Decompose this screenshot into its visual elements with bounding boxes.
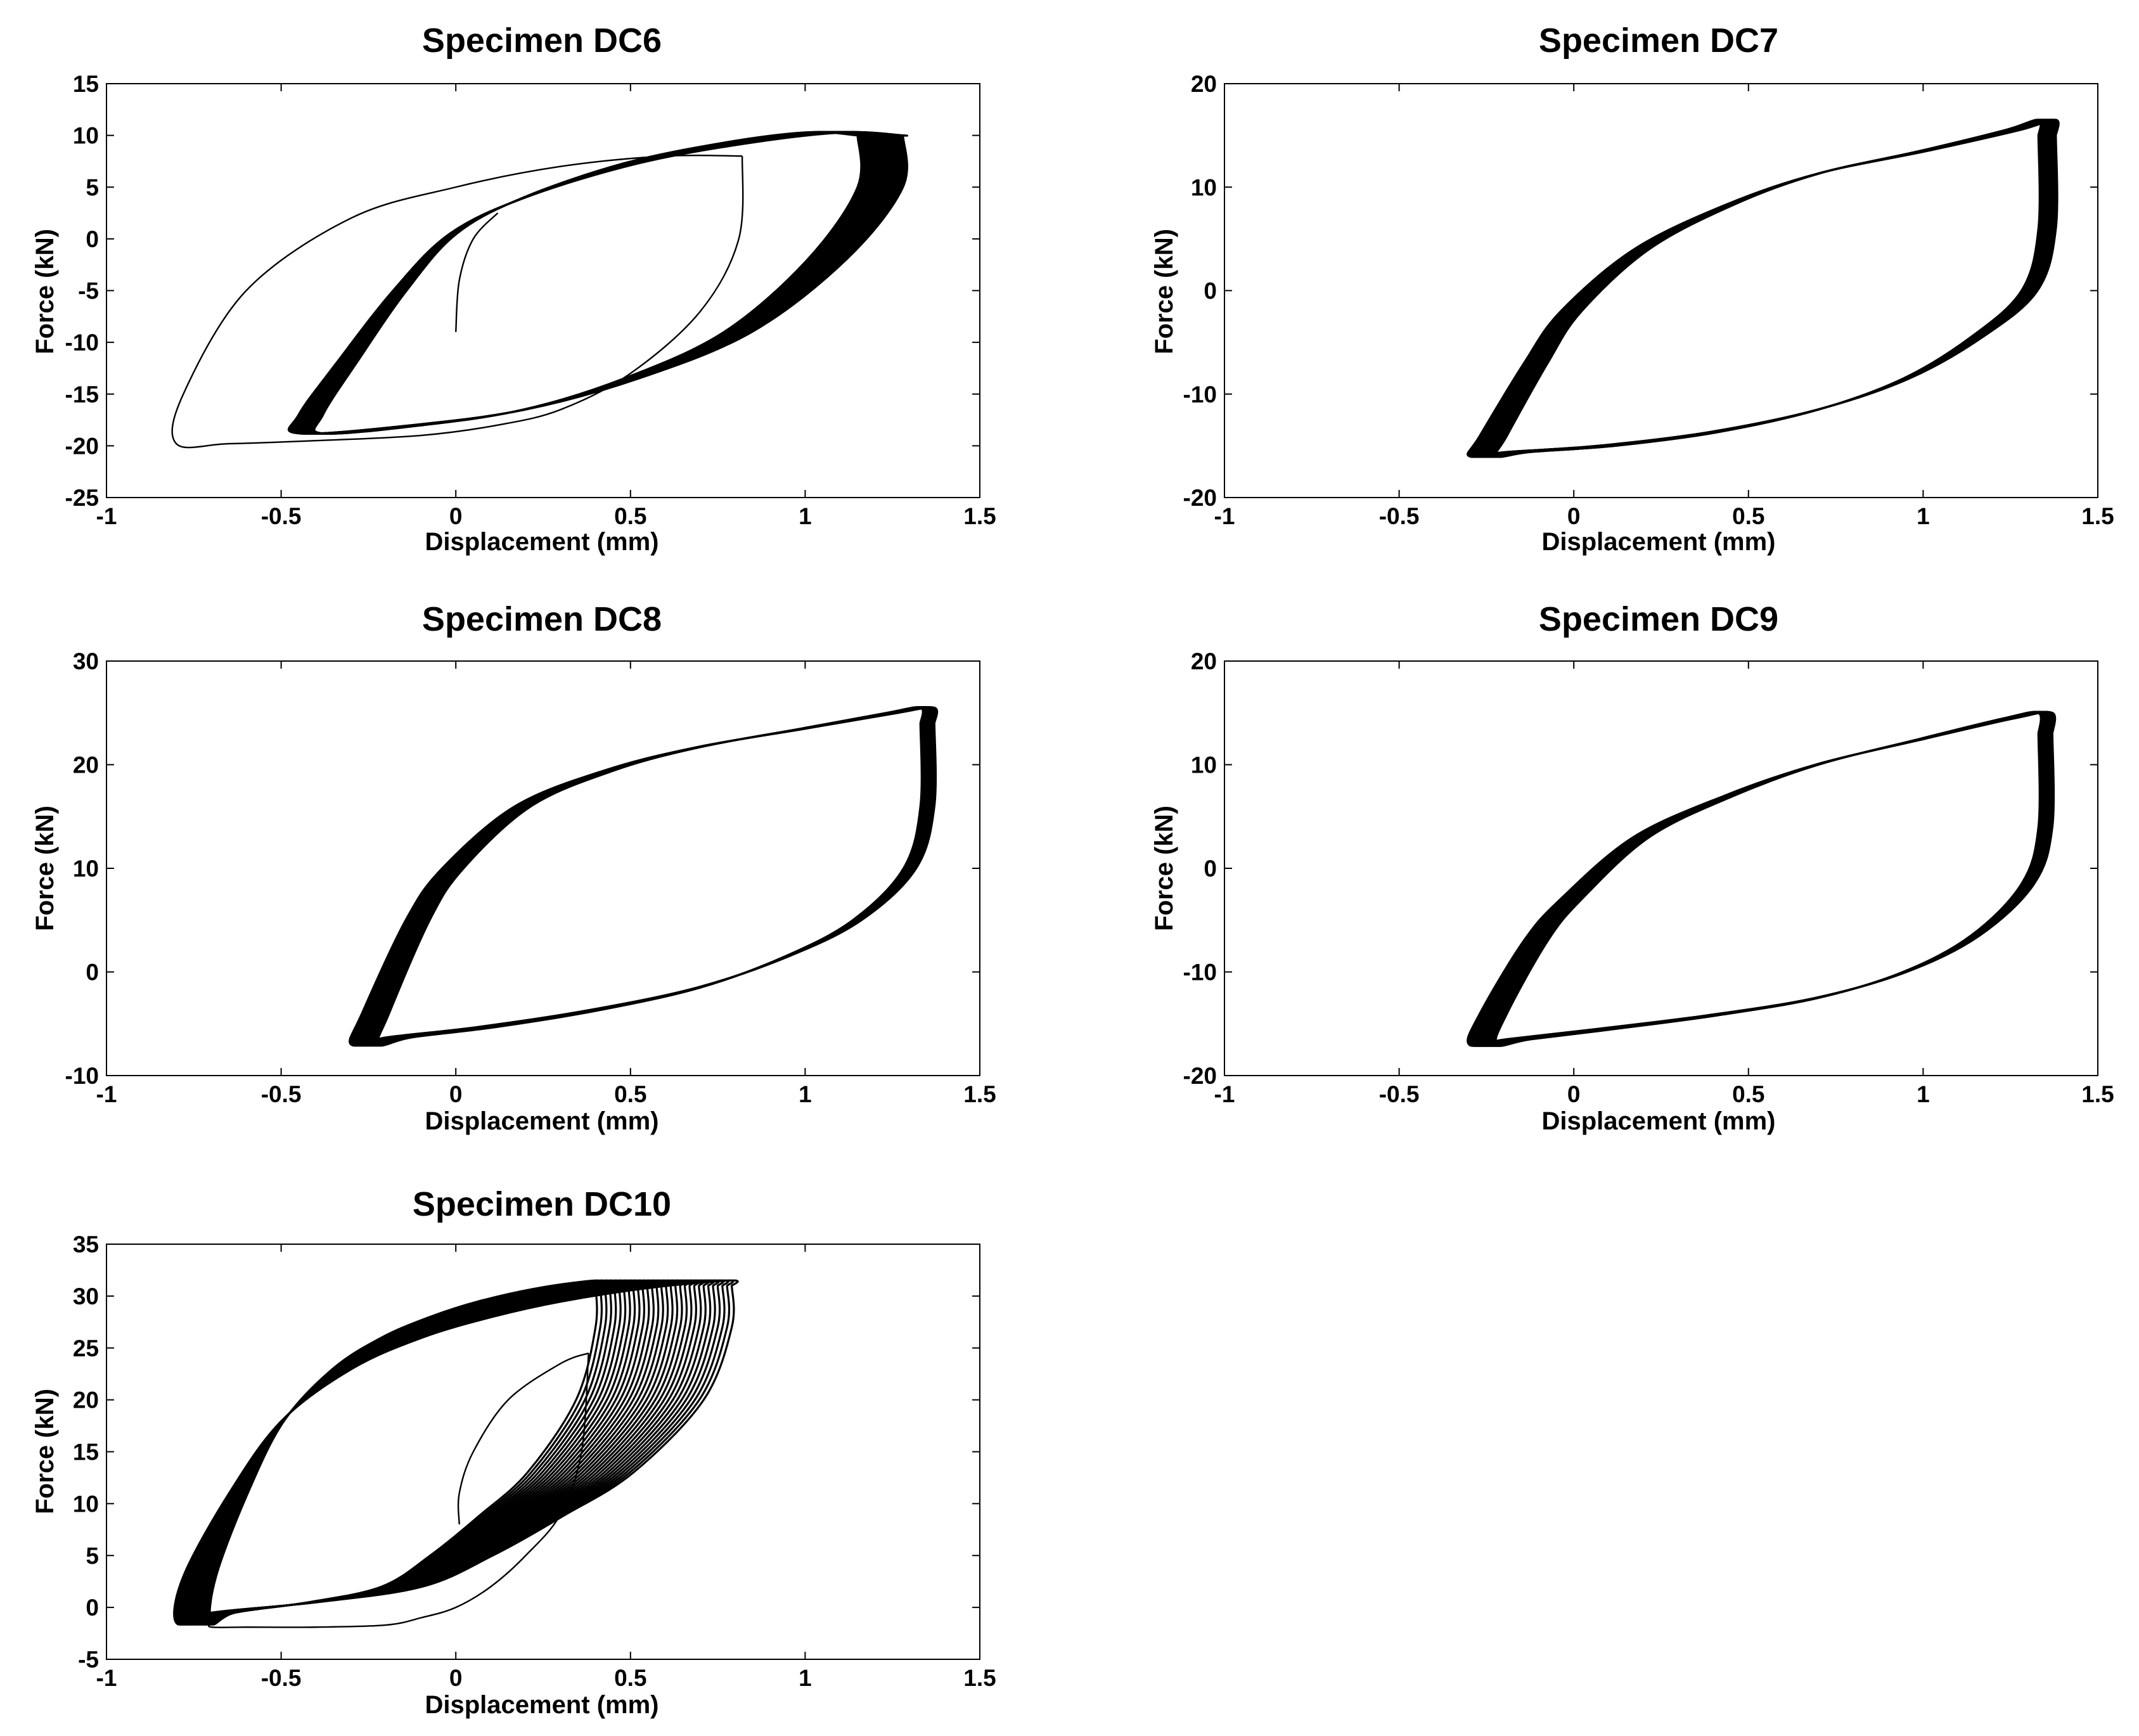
y-axis-label: Force (kN): [31, 1389, 59, 1514]
y-axis-label: Force (kN): [31, 806, 59, 931]
panel-specimen-dc8: Specimen DC8 Displacement (mm) Force (kN…: [31, 600, 996, 1135]
x-tick-label: -0.5: [261, 1081, 302, 1107]
x-tick-label: 0.5: [614, 503, 646, 529]
x-tick-label: 1: [799, 1665, 812, 1691]
panel-specimen-dc9: Specimen DC9 Displacement (mm) Force (kN…: [1150, 600, 2114, 1135]
y-tick-label: -20: [65, 433, 99, 459]
panel-specimen-dc6: Specimen DC6 Displacement (mm) Force (kN…: [31, 22, 996, 556]
y-tick-label: 20: [73, 752, 99, 778]
x-tick-label: 1.5: [2081, 503, 2114, 529]
x-tick-label: 1.5: [963, 503, 996, 529]
x-tick-label: 1: [799, 503, 812, 529]
y-tick-label: 0: [86, 1595, 99, 1621]
y-tick-label: -20: [1183, 485, 1217, 511]
y-tick-label: -10: [1183, 382, 1217, 408]
x-tick-label: 0.5: [1732, 503, 1764, 529]
x-tick-label: -0.5: [1379, 503, 1420, 529]
y-tick-label: 10: [73, 856, 99, 882]
series-line: [455, 212, 499, 332]
x-tick-label: -1: [96, 1665, 117, 1691]
y-tick-label: 0: [86, 960, 99, 986]
y-tick-label: 35: [73, 1231, 99, 1257]
y-tick-label: 10: [73, 123, 99, 149]
x-tick-label: -0.5: [1379, 1081, 1420, 1107]
series-line-cycle: [313, 131, 863, 435]
y-tick-label: 30: [73, 648, 99, 674]
y-axis-label: Force (kN): [1150, 806, 1178, 931]
x-tick-label: 0: [449, 503, 463, 529]
x-axis-label: Displacement (mm): [425, 528, 659, 556]
y-tick-label: 10: [1191, 174, 1217, 200]
y-tick-label: 15: [73, 71, 99, 97]
y-tick-label: 10: [1191, 752, 1217, 778]
series-line-cycle: [1494, 119, 2042, 458]
y-axis-label: Force (kN): [31, 229, 59, 354]
x-axis-label: Displacement (mm): [1542, 528, 1776, 556]
chart-title: Specimen DC10: [413, 1185, 671, 1223]
x-axis-label: Displacement (mm): [425, 1107, 659, 1135]
x-tick-label: 0: [1567, 503, 1581, 529]
x-axis-label: Displacement (mm): [425, 1691, 659, 1719]
x-tick-label: 0: [449, 1081, 463, 1107]
x-tick-label: 0: [449, 1665, 463, 1691]
y-tick-label: 20: [73, 1387, 99, 1413]
x-tick-label: -0.5: [261, 503, 302, 529]
x-tick-label: 1.5: [2081, 1081, 2114, 1107]
x-tick-label: 0: [1567, 1081, 1581, 1107]
y-tick-label: -10: [65, 1063, 99, 1089]
y-tick-label: -10: [1183, 960, 1217, 986]
chart-title: Specimen DC9: [1539, 600, 1778, 638]
y-tick-label: 5: [86, 174, 99, 200]
x-tick-label: 0.5: [1732, 1081, 1764, 1107]
chart-title: Specimen DC7: [1539, 22, 1778, 60]
x-tick-label: -1: [1214, 503, 1235, 529]
y-tick-label: 10: [73, 1491, 99, 1517]
y-tick-label: -5: [78, 278, 99, 304]
chart-title: Specimen DC6: [422, 22, 662, 60]
y-tick-label: 5: [86, 1543, 99, 1569]
x-tick-label: 1: [1917, 1081, 1930, 1107]
series-line-cycle: [209, 1279, 601, 1626]
x-tick-label: -1: [96, 1081, 117, 1107]
y-tick-label: 20: [1191, 648, 1217, 674]
y-tick-label: -5: [78, 1647, 99, 1673]
series-line: [457, 1352, 589, 1525]
series-line: [171, 154, 744, 449]
y-tick-label: 25: [73, 1335, 99, 1361]
y-tick-label: -20: [1183, 1063, 1217, 1089]
y-tick-label: 0: [1204, 856, 1217, 882]
chart-title: Specimen DC8: [422, 600, 662, 638]
panel-specimen-dc7: Specimen DC7 Displacement (mm) Force (kN…: [1150, 22, 2114, 556]
y-tick-label: 15: [73, 1439, 99, 1465]
x-tick-label: -0.5: [261, 1665, 302, 1691]
series-line-cycle: [1494, 710, 2042, 1047]
panel-specimen-dc10: Specimen DC10 Displacement (mm) Force (k…: [31, 1185, 996, 1719]
y-tick-label: 0: [86, 226, 99, 252]
y-tick-label: 30: [73, 1283, 99, 1309]
series-line-cycle: [376, 706, 924, 1047]
x-tick-label: -1: [96, 503, 117, 529]
y-tick-label: 0: [1204, 278, 1217, 304]
x-tick-label: 1: [1917, 503, 1930, 529]
x-axis-label: Displacement (mm): [1542, 1107, 1776, 1135]
x-tick-label: 1.5: [963, 1665, 996, 1691]
x-tick-label: 1.5: [963, 1081, 996, 1107]
y-tick-label: 20: [1191, 71, 1217, 97]
x-tick-label: 0.5: [614, 1081, 646, 1107]
x-tick-label: 0.5: [614, 1665, 646, 1691]
y-tick-label: -25: [65, 485, 99, 511]
x-tick-label: -1: [1214, 1081, 1235, 1107]
y-axis-label: Force (kN): [1150, 229, 1178, 354]
y-tick-label: -15: [65, 382, 99, 408]
x-tick-label: 1: [799, 1081, 812, 1107]
y-tick-label: -10: [65, 330, 99, 356]
